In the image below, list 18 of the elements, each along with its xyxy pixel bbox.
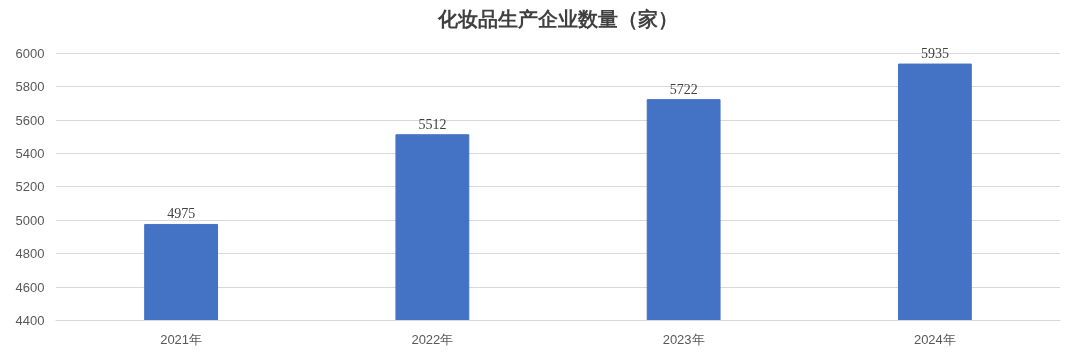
y-tick-label: 5800	[15, 79, 45, 95]
y-tick-label: 5400	[15, 145, 45, 161]
y-tick-label: 4400	[15, 313, 45, 328]
y-tick-label: 4600	[15, 279, 45, 295]
y-tick-label: 5200	[15, 179, 45, 195]
data-label: 5722	[669, 81, 698, 97]
x-tick-label: 2024年	[913, 331, 956, 347]
y-tick-label: 5600	[15, 112, 45, 128]
x-tick-label: 2023年	[662, 331, 705, 347]
data-label: 5935	[920, 46, 949, 62]
y-tick-label: 6000	[15, 45, 45, 61]
data-label: 4975	[167, 206, 196, 222]
data-label: 5512	[418, 116, 447, 132]
x-tick-label: 2021年	[160, 331, 203, 347]
y-tick-label: 4800	[15, 246, 45, 262]
chart-title: 化妆品生产企业数量（家）	[437, 7, 678, 30]
x-tick-label: 2022年	[411, 331, 454, 347]
y-tick-label: 5000	[15, 212, 45, 228]
